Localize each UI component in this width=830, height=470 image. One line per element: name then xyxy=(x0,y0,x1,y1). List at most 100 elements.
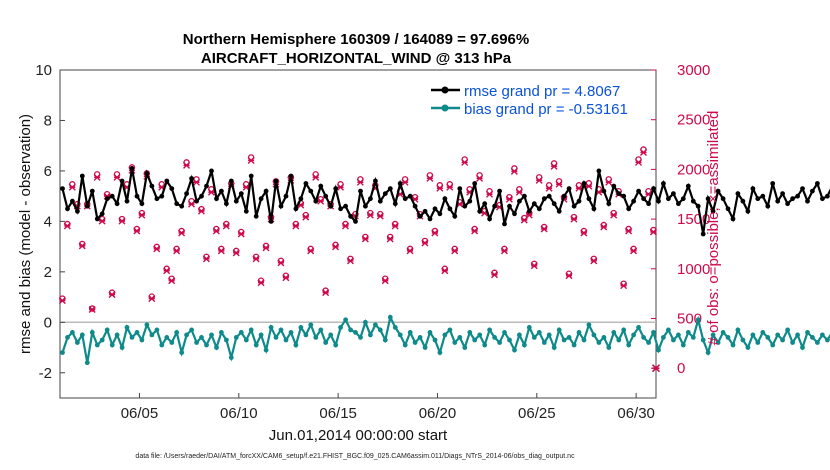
bias-point xyxy=(442,332,448,338)
bias-point xyxy=(209,332,214,338)
chart-title-line1: Northern Hemisphere 160309 / 164089 = 97… xyxy=(183,31,529,48)
rmse-point xyxy=(154,196,160,202)
rmse-point xyxy=(601,188,607,194)
data-file-footnote: data file: /Users/raeder/DAI/ATM_forcXX/… xyxy=(135,453,575,460)
rmse-point xyxy=(825,193,830,199)
rmse-point xyxy=(626,206,632,212)
assimilated-obs-point xyxy=(332,243,340,251)
assimilated-obs-point xyxy=(391,222,399,230)
rmse-point xyxy=(194,198,200,204)
bias-point xyxy=(323,340,329,345)
bias-point xyxy=(497,340,502,345)
rmse-point xyxy=(134,193,140,199)
rmse-point xyxy=(606,201,612,207)
rmse-point xyxy=(233,198,239,204)
rmse-point xyxy=(447,206,453,212)
left-axis-ticks: -2 0 2 4 6 8 10 xyxy=(35,62,65,382)
rmse-point xyxy=(318,183,324,189)
rmse-point xyxy=(462,203,468,209)
rmse-point xyxy=(243,208,249,214)
bias-point xyxy=(382,337,388,343)
rmse-point xyxy=(422,208,428,214)
bias-point xyxy=(636,325,641,330)
bias-point xyxy=(581,337,587,343)
bias-point xyxy=(154,327,160,333)
bias-point xyxy=(273,335,279,340)
bias-point xyxy=(735,327,741,333)
rmse-point xyxy=(412,203,418,209)
assimilated-obs-point xyxy=(625,227,633,235)
rmse-point xyxy=(392,201,398,207)
rmse-point xyxy=(89,188,95,194)
assimilated-obs-point xyxy=(173,247,181,255)
bias-point xyxy=(507,337,512,343)
assimilated-obs-point xyxy=(441,267,449,275)
rmse-point xyxy=(760,193,766,199)
right-tick-label: 500 xyxy=(677,310,702,327)
rmse-point xyxy=(636,188,641,194)
bias-point xyxy=(546,332,552,338)
bias-point xyxy=(482,342,488,348)
assimilated-obs-point xyxy=(486,190,494,198)
assimilated-obs-point xyxy=(530,262,538,270)
rmse-point xyxy=(397,181,403,186)
assimilated-obs-point xyxy=(242,183,250,191)
assimilated-obs-point xyxy=(500,247,508,255)
rmse-point xyxy=(75,208,80,214)
bias-point xyxy=(422,345,428,350)
bias-point xyxy=(402,342,408,348)
bias-point xyxy=(745,345,751,350)
bias-point xyxy=(815,340,820,345)
rmse-point xyxy=(268,219,274,224)
bias-point xyxy=(75,340,80,345)
rmse-point xyxy=(273,178,279,184)
bias-point xyxy=(189,327,195,333)
bias-point xyxy=(676,332,681,338)
rmse-series xyxy=(60,166,830,237)
assimilated-obs-point xyxy=(386,235,394,243)
assimilated-obs-point xyxy=(202,255,210,263)
bias-point xyxy=(233,335,239,340)
assimilated-obs-point xyxy=(98,217,106,225)
rmse-point xyxy=(70,198,75,204)
assimilated-obs-point xyxy=(575,184,583,192)
assimilated-obs-point xyxy=(431,229,439,237)
bias-point xyxy=(318,327,324,333)
legend-bias-label: bias grand pr = -0.53161 xyxy=(464,101,628,118)
bias-point xyxy=(219,330,224,335)
x-tick-label: 06/15 xyxy=(319,405,357,422)
bias-point xyxy=(228,355,234,360)
assimilated-obs-point xyxy=(168,277,176,285)
rmse-point xyxy=(129,166,135,171)
bias-point xyxy=(536,330,542,335)
bias-point xyxy=(268,325,274,330)
rmse-point xyxy=(467,198,473,204)
bias-point xyxy=(89,330,95,335)
rmse-point xyxy=(174,201,180,207)
bias-point xyxy=(60,350,65,355)
rmse-point xyxy=(283,193,289,199)
bias-point xyxy=(313,335,319,340)
rmse-point xyxy=(343,203,348,209)
rmse-point xyxy=(730,216,736,222)
assimilated-obs-point xyxy=(217,247,225,255)
rmse-point xyxy=(581,181,587,186)
bias-point xyxy=(467,330,473,335)
assimilated-obs-point xyxy=(68,183,76,191)
assimilated-obs-point xyxy=(257,279,265,287)
rmse-point xyxy=(293,206,299,212)
bias-point xyxy=(671,337,676,343)
rmse-point xyxy=(695,203,701,209)
bias-point xyxy=(114,332,120,338)
bias-point xyxy=(129,335,135,340)
bias-point xyxy=(487,327,492,333)
bias-point xyxy=(541,340,547,345)
bias-point xyxy=(477,332,483,338)
assimilated-obs-point xyxy=(346,257,354,265)
rmse-point xyxy=(676,201,681,207)
x-tick-label: 06/05 xyxy=(121,405,159,422)
y-axis-label-right: # of obs: o=possible; ×=assimilated xyxy=(705,111,722,346)
assimilated-obs-point xyxy=(490,271,498,279)
rmse-point xyxy=(333,186,339,192)
rmse-point xyxy=(770,181,776,186)
